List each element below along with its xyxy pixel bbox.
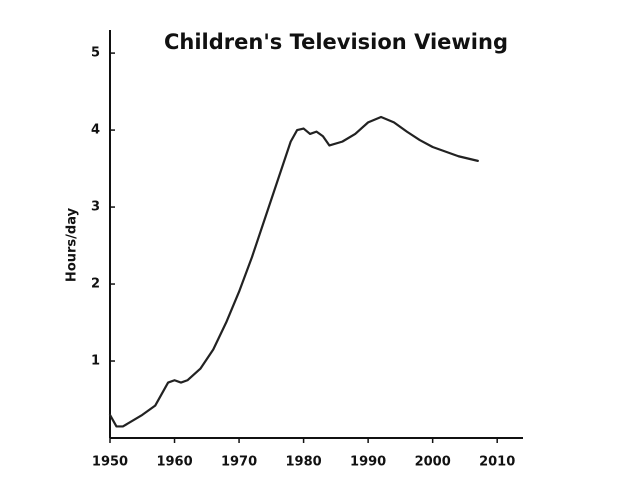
x-tick-label: 2010 (479, 455, 515, 470)
y-tick-label: 5 (91, 46, 100, 61)
x-tick-label: 1970 (221, 455, 257, 470)
y-tick-label: 4 (91, 123, 100, 138)
y-tick-label: 3 (91, 200, 100, 215)
x-tick-label: 1950 (92, 455, 128, 470)
x-tick-label: 1960 (156, 455, 192, 470)
x-tick-label: 2000 (415, 455, 451, 470)
x-tick-label: 1980 (286, 455, 322, 470)
y-axis-title: Hours/day (65, 207, 80, 282)
x-tick-label: 1990 (350, 455, 386, 470)
y-tick-label: 1 (91, 354, 100, 369)
chart-title: Children's Television Viewing (164, 30, 508, 54)
y-tick-label: 2 (91, 277, 100, 292)
data-line (108, 115, 479, 428)
